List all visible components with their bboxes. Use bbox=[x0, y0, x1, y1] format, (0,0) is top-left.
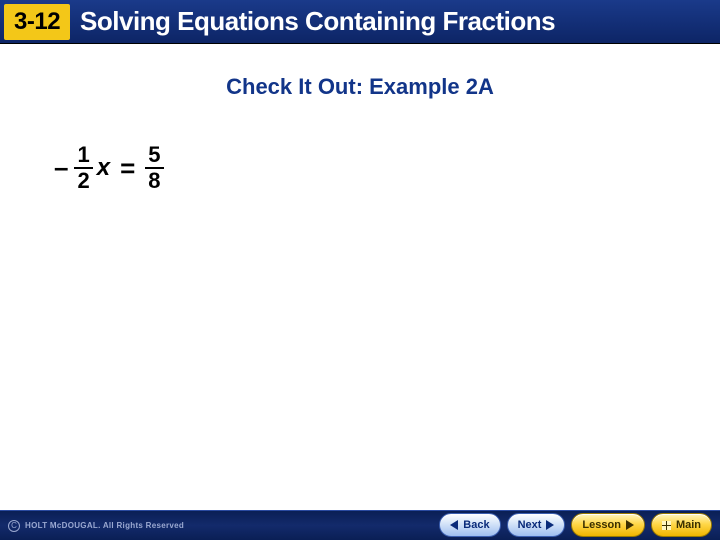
numerator: 1 bbox=[74, 144, 92, 169]
footer-nav: Back Next Lesson Main bbox=[439, 513, 712, 537]
lesson-button[interactable]: Lesson bbox=[571, 513, 645, 537]
equation-display: – 1 2 x = 5 8 bbox=[54, 144, 164, 192]
numerator: 5 bbox=[145, 144, 163, 169]
next-label: Next bbox=[518, 519, 542, 531]
negative-sign: – bbox=[54, 152, 68, 185]
chevron-right-icon bbox=[626, 520, 634, 530]
fraction-five-eighths: 5 8 bbox=[145, 144, 163, 192]
footer-bar: C HOLT McDOUGAL. All Rights Reserved Bac… bbox=[0, 510, 720, 540]
fraction-one-half: 1 2 bbox=[74, 144, 92, 192]
back-label: Back bbox=[463, 519, 489, 531]
chevron-right-icon bbox=[546, 520, 554, 530]
main-label: Main bbox=[676, 519, 701, 531]
main-button[interactable]: Main bbox=[651, 513, 712, 537]
example-subtitle: Check It Out: Example 2A bbox=[0, 74, 720, 100]
copyright-icon: C bbox=[8, 520, 20, 532]
denominator: 8 bbox=[148, 169, 160, 192]
lesson-title: Solving Equations Containing Fractions bbox=[80, 6, 555, 37]
variable-x: x bbox=[97, 154, 110, 182]
next-button[interactable]: Next bbox=[507, 513, 566, 537]
grid-icon bbox=[662, 521, 671, 530]
equals-sign: = bbox=[116, 153, 139, 184]
copyright-text: HOLT McDOUGAL. All Rights Reserved bbox=[25, 521, 184, 530]
lesson-number-badge: 3-12 bbox=[4, 4, 70, 40]
header-bar: 3-12 Solving Equations Containing Fracti… bbox=[0, 0, 720, 44]
back-button[interactable]: Back bbox=[439, 513, 500, 537]
chevron-left-icon bbox=[450, 520, 458, 530]
denominator: 2 bbox=[77, 169, 89, 192]
lesson-label: Lesson bbox=[582, 519, 621, 531]
